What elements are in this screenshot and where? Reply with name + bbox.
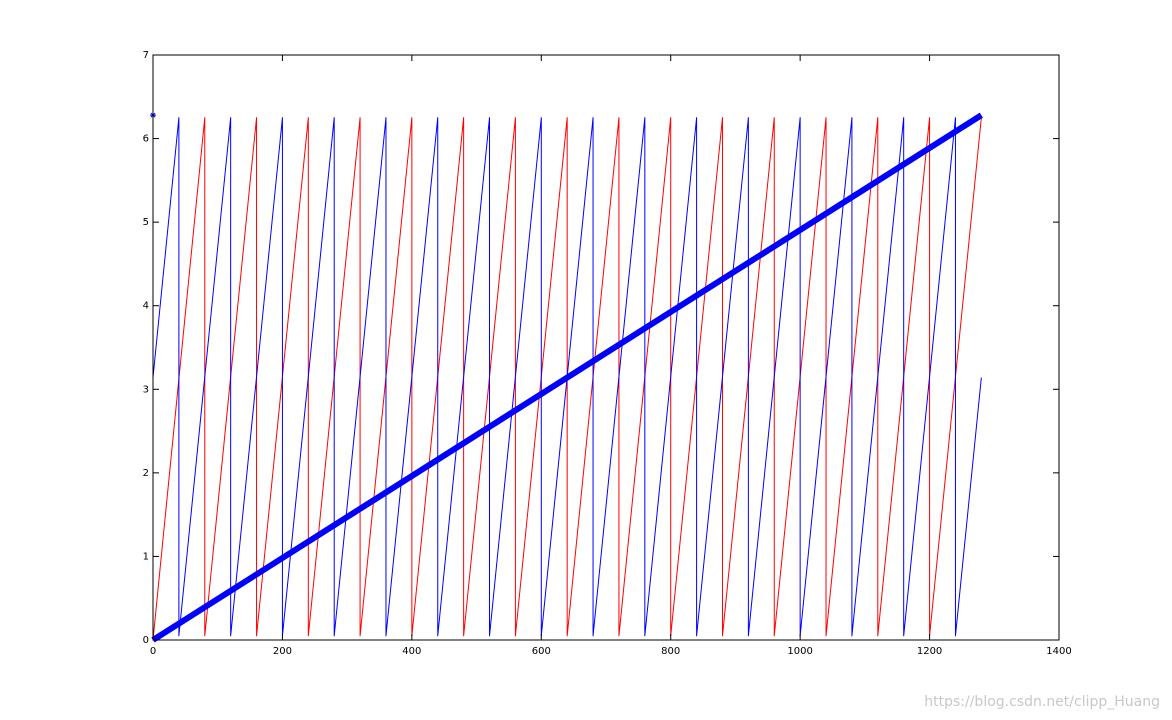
x-tick-label: 400 <box>402 646 421 657</box>
y-tick-label: 4 <box>143 301 149 312</box>
y-tick-label: 1 <box>143 551 149 562</box>
x-tick-label: 800 <box>661 646 680 657</box>
x-tick-label: 1000 <box>787 646 812 657</box>
series-line <box>151 112 983 643</box>
y-tick-label: 0 <box>143 635 149 646</box>
x-tick-label: 1400 <box>1046 646 1071 657</box>
watermark: https://blog.csdn.net/clipp_Huang <box>924 694 1160 710</box>
axes-box <box>152 54 1060 641</box>
y-tick-label: 5 <box>143 217 149 228</box>
x-tick-label: 200 <box>273 646 292 657</box>
y-tick-label: 2 <box>143 468 149 479</box>
x-tick-label: 600 <box>532 646 551 657</box>
y-tick-label: 3 <box>143 384 149 395</box>
y-tick-label: 6 <box>143 134 149 145</box>
x-tick-label: 0 <box>150 646 156 657</box>
x-tick-label: 1200 <box>917 646 942 657</box>
y-tick-label: 7 <box>143 50 149 61</box>
